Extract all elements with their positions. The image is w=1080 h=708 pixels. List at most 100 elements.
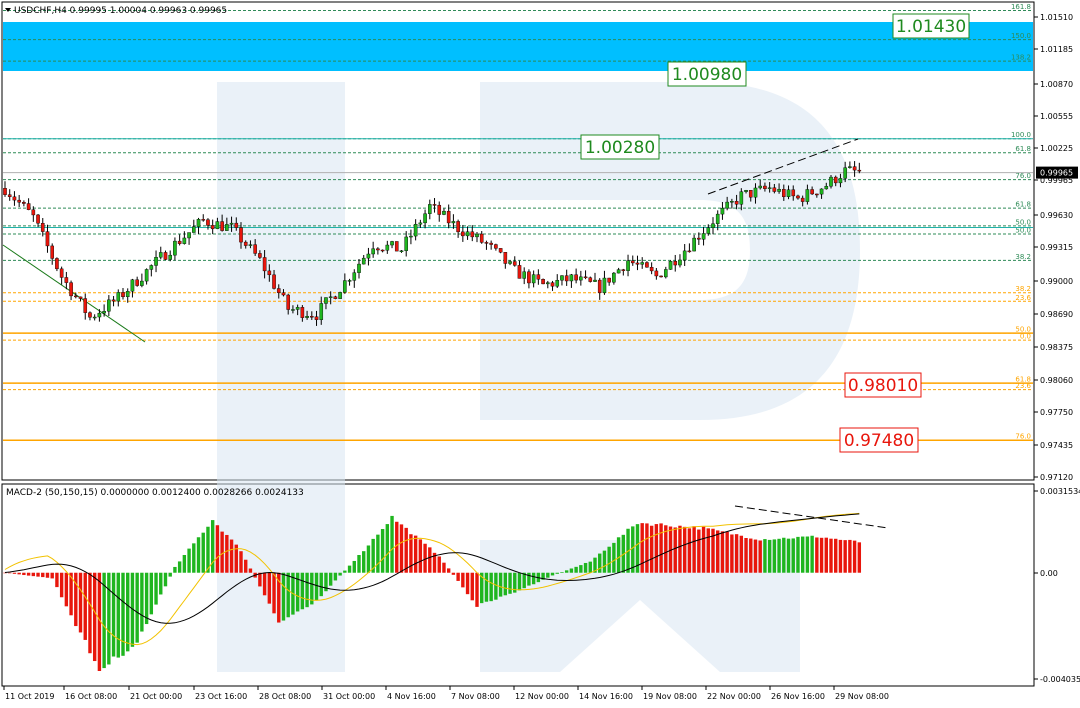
macd-bar <box>786 538 791 573</box>
macd-bar <box>116 572 120 658</box>
macd-bar <box>767 539 772 573</box>
candle-body <box>267 270 272 276</box>
candle-body <box>191 226 196 233</box>
macd-bar <box>857 542 862 573</box>
candle-body <box>848 166 852 168</box>
y-tick-label: 0.99315 <box>1040 243 1073 252</box>
fib-label: 61.8 <box>1015 376 1031 384</box>
symbol-header: USDCHF,H4 0.99995 1.00004 0.99963 0.9996… <box>14 6 227 16</box>
macd-bar <box>848 539 852 573</box>
x-tick-label: 22 Nov 00:00 <box>707 692 761 701</box>
candle-body <box>782 188 786 197</box>
candle-body <box>805 189 810 202</box>
candle-body <box>97 312 102 318</box>
macd-bar <box>579 565 583 573</box>
candle-body <box>767 187 772 189</box>
macd-bar <box>508 572 512 594</box>
macd-bar <box>69 572 73 616</box>
candle-body <box>26 203 31 210</box>
candle-body <box>45 231 50 247</box>
macd-bar <box>380 529 385 573</box>
target-tag-box <box>892 13 970 39</box>
macd-bar <box>390 515 394 573</box>
target-tag: 0.97480 <box>839 427 919 453</box>
macd-bar <box>182 554 187 573</box>
candle-body <box>479 233 484 243</box>
target-tag-label: 1.01430 <box>896 17 966 37</box>
macd-bar <box>210 520 215 573</box>
current-price-label: 0.99965 <box>1040 169 1073 178</box>
y-tick-label: 0.99630 <box>1040 211 1073 220</box>
candle-body <box>343 280 347 293</box>
macd-bar <box>159 572 163 595</box>
candle-body <box>744 190 748 192</box>
macd-bar <box>687 528 692 573</box>
fib-label: 150.0 <box>1011 32 1031 40</box>
trend-lines <box>2 138 859 343</box>
candle-body <box>291 309 295 311</box>
candle-body <box>597 279 602 293</box>
candle-body <box>701 233 706 240</box>
candle-body <box>579 276 583 281</box>
candle-body <box>574 274 578 281</box>
macd-bar <box>59 572 64 598</box>
wedge-line <box>707 138 859 195</box>
macd-bar <box>659 523 663 573</box>
dropdown-icon[interactable] <box>5 8 11 12</box>
candle-body <box>73 295 78 298</box>
macd-bar <box>484 572 489 602</box>
candle-body <box>7 194 12 198</box>
candle-body <box>168 254 173 260</box>
macd-bar <box>173 566 177 573</box>
macd-bar <box>711 528 715 573</box>
macd-bar <box>239 551 243 573</box>
candle-body <box>328 296 333 298</box>
x-tick-label: 31 Oct 00:00 <box>323 692 375 701</box>
candle-body <box>92 316 97 319</box>
fib-label: 38.2 <box>1015 253 1031 261</box>
macd-bar <box>692 526 696 573</box>
macd-bar <box>678 525 682 573</box>
macd-bar <box>654 524 659 573</box>
candle-body <box>154 257 158 266</box>
macd-bar <box>777 538 781 573</box>
candle-body <box>829 176 833 187</box>
candle-body <box>659 275 663 278</box>
macd-bar <box>300 572 305 610</box>
candle-body <box>22 202 26 204</box>
macd-divergence-line <box>734 505 889 529</box>
candle-body <box>158 252 163 258</box>
macd-bar <box>730 534 734 573</box>
target-tag-box <box>580 134 660 160</box>
macd-bar <box>328 572 333 586</box>
fib-label: 50.0 <box>1015 326 1031 334</box>
candle-body <box>272 274 276 289</box>
macd-bar <box>409 534 413 573</box>
candle-body <box>607 277 611 283</box>
macd-bar <box>371 538 375 573</box>
candle-body <box>451 221 456 224</box>
candle-body <box>78 296 83 299</box>
candles <box>3 161 862 326</box>
macd-bar <box>465 572 470 595</box>
candle-body <box>338 292 342 299</box>
candle-body <box>645 262 649 268</box>
candle-body <box>394 241 399 252</box>
y-tick-label: 1.01185 <box>1040 45 1073 54</box>
macd-bar <box>362 551 366 573</box>
candle-body <box>668 261 673 270</box>
macd-bar <box>225 534 229 573</box>
candle-body <box>399 250 404 252</box>
candle-body <box>616 269 621 274</box>
candle-body <box>753 187 758 198</box>
macd-bar <box>772 539 777 573</box>
candle-body <box>593 279 597 282</box>
candle-body <box>522 271 526 279</box>
candle-body <box>210 225 215 230</box>
target-tag: 0.98010 <box>844 372 922 398</box>
candle-body <box>503 252 508 264</box>
x-tick-label: 7 Nov 08:00 <box>451 692 500 701</box>
trend-line <box>2 244 146 343</box>
candle-body <box>541 279 545 285</box>
